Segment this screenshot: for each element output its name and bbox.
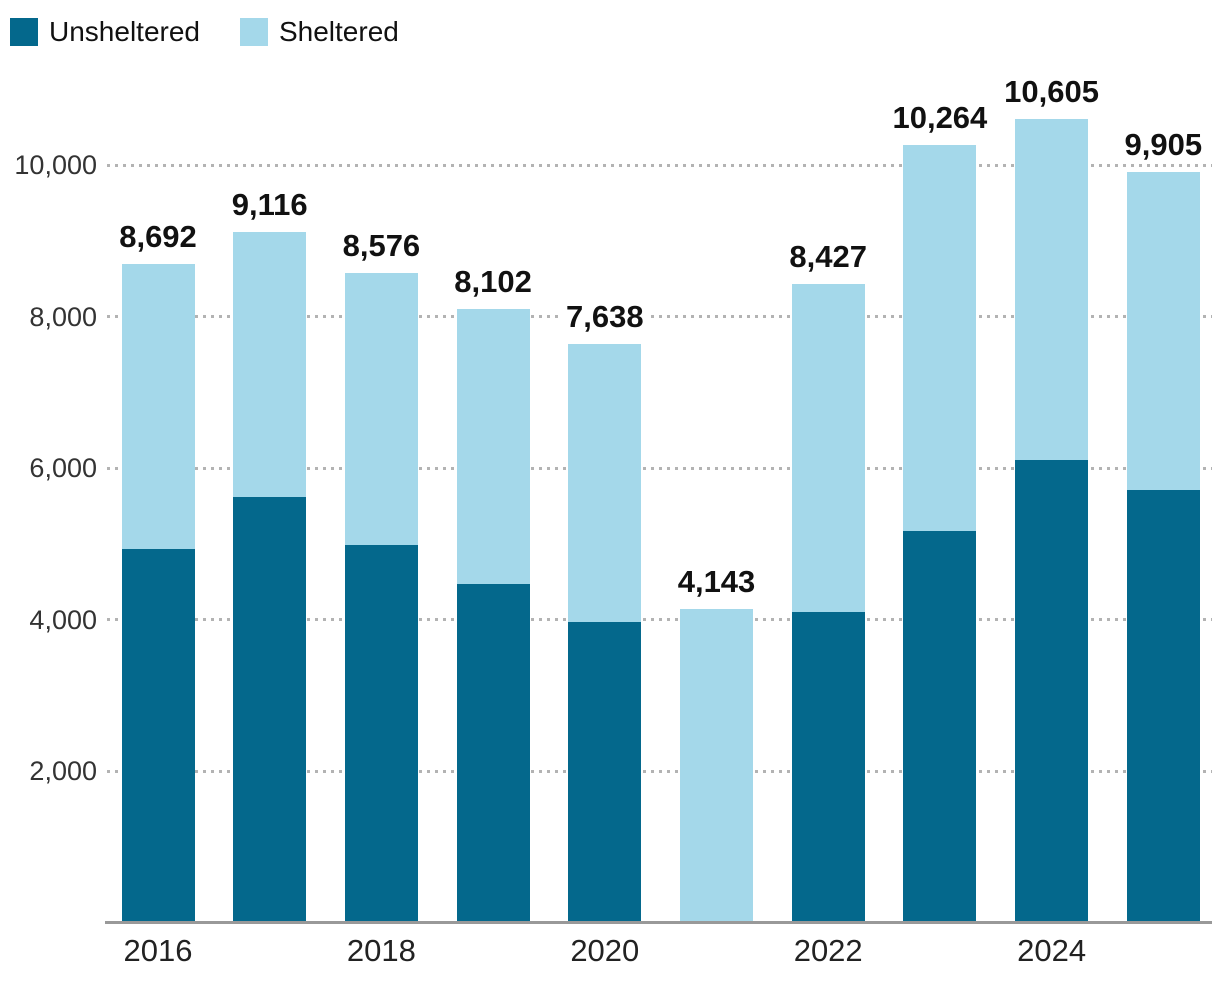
bar-2018: [344, 272, 418, 923]
bar-2017: [233, 232, 307, 923]
bar-2019-unsheltered-segment: [456, 583, 530, 923]
sheltered-swatch-icon: [239, 18, 268, 46]
gridline-8000: [107, 315, 1212, 319]
bar-2025-sheltered-segment: [1126, 172, 1200, 490]
legend-item-sheltered: Sheltered: [239, 16, 399, 47]
gridline-10000: [107, 163, 1212, 167]
bar-2017-total-label: 9,116: [226, 188, 313, 222]
x-tick-label-2022: 2022: [793, 933, 863, 968]
bar-2024-sheltered-segment: [1015, 119, 1089, 460]
legend-label-unsheltered: Unsheltered: [49, 16, 200, 47]
bar-2022-total-label: 8,427: [784, 240, 872, 275]
y-tick-label-6000: 6,000: [29, 453, 97, 484]
bar-2018-unsheltered-segment: [344, 544, 418, 923]
bar-2019-sheltered-segment: [456, 308, 530, 584]
bar-2023-sheltered-segment: [903, 144, 977, 532]
x-tick-label-2016: 2016: [123, 933, 193, 968]
bar-2019: [456, 308, 530, 923]
bar-2021-total-label: 4,143: [672, 564, 761, 599]
x-tick-label-2024: 2024: [1017, 933, 1087, 968]
bar-2025: [1126, 172, 1200, 923]
x-tick-label-2018: 2018: [346, 933, 416, 968]
bar-2021-sheltered-segment: [680, 608, 753, 923]
legend-label-sheltered: Sheltered: [278, 16, 399, 47]
bar-2023: [903, 144, 977, 923]
y-tick-label-8000: 8,000: [29, 301, 97, 332]
bar-2018-sheltered-segment: [344, 272, 418, 545]
bar-2025-unsheltered-segment: [1126, 489, 1200, 923]
bar-2016-unsheltered-segment: [121, 548, 195, 923]
bar-2022-unsheltered-segment: [791, 611, 865, 923]
bar-2025-total-label: 9,905: [1119, 128, 1208, 163]
bar-2020-total-label: 7,638: [561, 300, 649, 335]
bar-2017-unsheltered-segment: [233, 496, 307, 923]
y-tick-label-10000: 10,000: [14, 150, 97, 180]
bar-2016: [121, 264, 195, 923]
bar-2020: [568, 344, 642, 923]
bar-2020-sheltered-segment: [568, 344, 642, 622]
legend-item-unsheltered: Unsheltered: [10, 18, 200, 46]
bar-2022-sheltered-segment: [791, 284, 865, 612]
gridline-4000: [107, 618, 1212, 622]
bar-2019-total-label: 8,102: [449, 264, 537, 299]
bar-2024-total-label: 10,605: [999, 75, 1105, 110]
y-tick-label-4000: 4,000: [29, 604, 97, 635]
bar-2016-sheltered-segment: [121, 264, 195, 549]
bar-2016-total-label: 8,692: [114, 220, 202, 255]
legend: Unsheltered Sheltered: [10, 18, 399, 46]
x-tick-label-2020: 2020: [570, 933, 640, 968]
bar-2023-total-label: 10,264: [887, 100, 993, 135]
gridline-2000: [107, 769, 1212, 773]
bar-2017-sheltered-segment: [233, 232, 307, 497]
bar-2024: [1015, 119, 1089, 923]
bar-2024-unsheltered-segment: [1015, 459, 1089, 923]
x-axis-line: [105, 921, 1212, 924]
y-tick-label-2000: 2,000: [29, 756, 97, 787]
bar-2020-unsheltered-segment: [568, 621, 642, 923]
unsheltered-swatch-icon: [10, 18, 38, 46]
bar-2022: [791, 284, 865, 923]
bar-2023-unsheltered-segment: [903, 531, 977, 923]
gridline-6000: [107, 466, 1212, 470]
bar-2021: [680, 608, 753, 923]
bar-2018-total-label: 8,576: [337, 228, 426, 263]
